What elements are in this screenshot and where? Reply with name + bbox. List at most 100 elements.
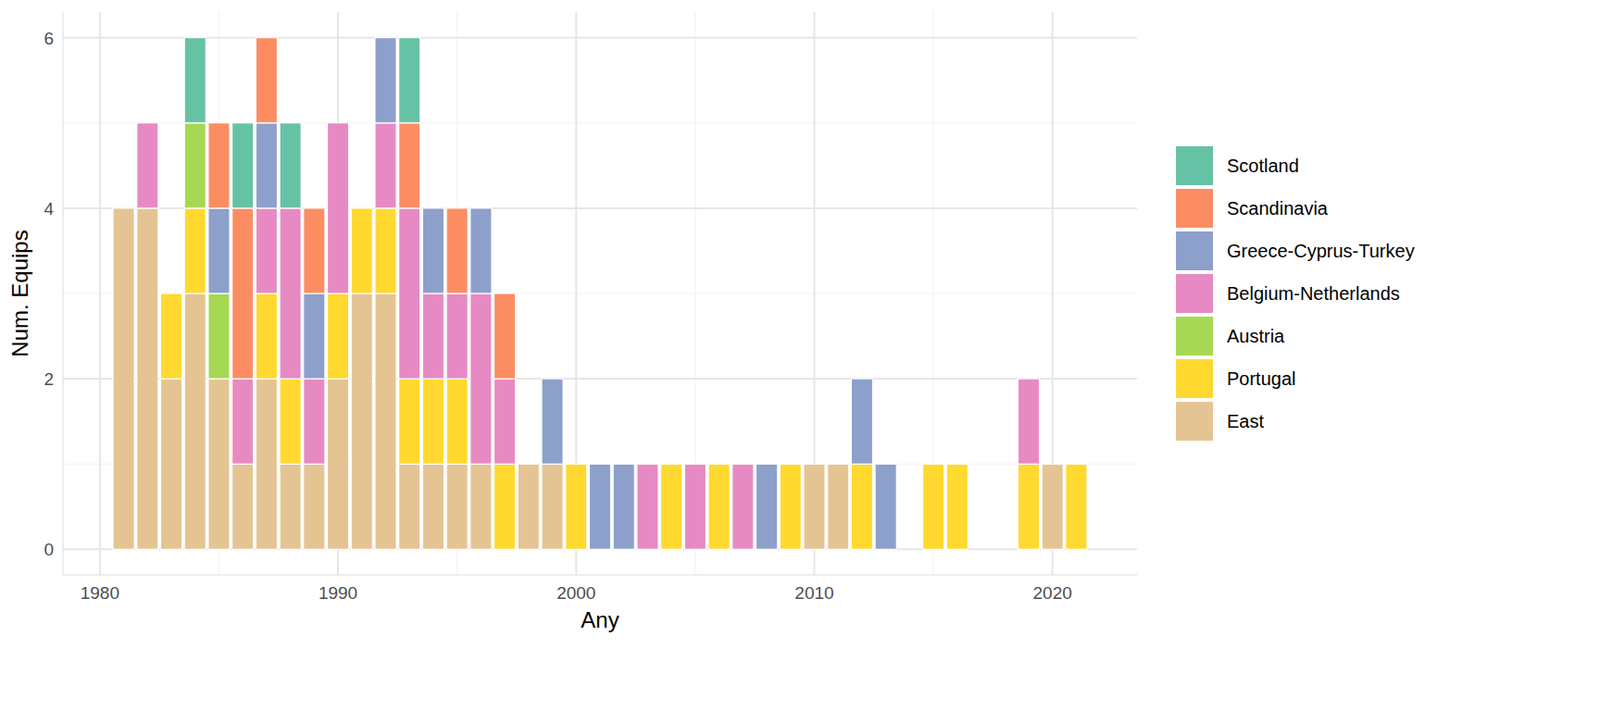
- x-tick-label: 2010: [794, 583, 834, 603]
- legend-key: [1175, 231, 1213, 271]
- bar-segment: [446, 463, 468, 550]
- bar-segment: [375, 123, 397, 209]
- chart: 024619801990200020102020AnyNum. EquipsSc…: [0, 0, 1600, 711]
- bar-segment: [399, 123, 421, 209]
- bar-segment: [375, 37, 397, 124]
- bar-segment: [446, 378, 468, 464]
- bar-segment: [850, 463, 873, 550]
- bar-segment: [279, 208, 301, 379]
- bar-segment: [208, 378, 230, 550]
- bar-segment: [517, 463, 539, 550]
- bar-segment: [565, 463, 588, 550]
- bar-segment: [588, 463, 611, 550]
- bar-segment: [112, 208, 135, 550]
- legend-label: Portugal: [1226, 368, 1297, 389]
- bar-segment: [208, 208, 230, 294]
- grid: [62, 12, 1138, 575]
- legend-label: East: [1226, 411, 1264, 432]
- bar-segment: [708, 463, 730, 550]
- x-tick-label: 2020: [1033, 583, 1073, 603]
- bar-segment: [184, 208, 206, 294]
- legend-label: Scotland: [1226, 155, 1300, 176]
- bar-segment: [850, 378, 873, 464]
- bar-segment: [137, 208, 159, 550]
- bar-segment: [541, 378, 563, 464]
- bar-segment: [303, 378, 325, 464]
- bar-segment: [399, 378, 421, 464]
- bar-segment: [732, 463, 754, 550]
- bar-segment: [399, 208, 421, 379]
- bar-segment: [470, 208, 492, 294]
- x-tick-label: 1990: [318, 583, 358, 603]
- bar-segment: [279, 378, 301, 464]
- bar-segment: [350, 208, 373, 294]
- bar-segment: [326, 123, 349, 294]
- bar-segment: [1017, 463, 1039, 550]
- y-tick-label: 6: [43, 28, 54, 49]
- legend-label: Scandinavia: [1226, 198, 1329, 219]
- bar-segment: [494, 378, 516, 464]
- bar-segment: [875, 463, 897, 550]
- x-tick-label: 1980: [80, 583, 120, 603]
- legend-key: [1175, 359, 1213, 399]
- bar-segment: [232, 378, 254, 464]
- legend-key: [1175, 401, 1213, 441]
- legend: ScotlandScandinaviaGreece-Cyprus-TurkeyB…: [1175, 146, 1415, 441]
- bar-segment: [137, 123, 159, 209]
- bar-segment: [160, 378, 182, 550]
- bar-segment: [1041, 463, 1063, 550]
- legend-key: [1175, 188, 1213, 228]
- bar-segment: [326, 293, 349, 379]
- bar-segment: [494, 293, 516, 379]
- legend-label: Greece-Cyprus-Turkey: [1226, 240, 1415, 262]
- grid-line: [99, 12, 101, 575]
- bar-segment: [303, 293, 325, 379]
- legend-key: [1175, 316, 1213, 356]
- bar-segment: [279, 463, 301, 550]
- bar-segment: [375, 293, 397, 550]
- bar-segment: [160, 293, 182, 379]
- bar-segment: [755, 463, 777, 550]
- bar-segment: [208, 123, 230, 209]
- bar-segment: [303, 208, 325, 294]
- bar-segment: [470, 293, 492, 464]
- bar-segment: [350, 293, 373, 550]
- y-tick-label: 4: [43, 199, 54, 219]
- legend-key: [1175, 274, 1213, 313]
- x-tick-label: 2000: [556, 583, 596, 603]
- y-axis-title: Num. Equips: [7, 229, 33, 357]
- bar-segment: [303, 463, 325, 550]
- x-axis-line: [62, 575, 1138, 576]
- bar-segment: [279, 123, 301, 209]
- bar-segment: [684, 463, 706, 550]
- bar-segment: [255, 123, 277, 209]
- bar-segment: [399, 463, 421, 550]
- bar-segment: [923, 463, 945, 550]
- bar-segment: [208, 293, 230, 379]
- bar-segment: [184, 37, 206, 124]
- bar-segment: [255, 293, 277, 379]
- bar-segment: [661, 463, 683, 550]
- bar-segment: [827, 463, 850, 550]
- x-axis-title: Any: [580, 607, 619, 633]
- bar-segment: [446, 208, 468, 294]
- bar-segment: [1017, 378, 1039, 464]
- bars: [112, 37, 1088, 550]
- bar-segment: [446, 293, 468, 379]
- bar-segment: [541, 463, 563, 550]
- legend-key: [1175, 146, 1213, 186]
- bar-segment: [422, 208, 444, 294]
- bar-segment: [803, 463, 825, 550]
- bar-segment: [612, 463, 635, 550]
- grid-line: [62, 37, 1138, 39]
- bar-segment: [255, 208, 277, 294]
- bar-segment: [422, 293, 444, 379]
- bar-segment: [255, 378, 277, 550]
- bar-segment: [375, 208, 397, 294]
- bar-segment: [232, 463, 254, 550]
- bar-segment: [184, 123, 206, 209]
- bar-segment: [422, 378, 444, 464]
- bar-segment: [184, 293, 206, 550]
- y-axis-line: [62, 12, 64, 575]
- bar-segment: [422, 463, 444, 550]
